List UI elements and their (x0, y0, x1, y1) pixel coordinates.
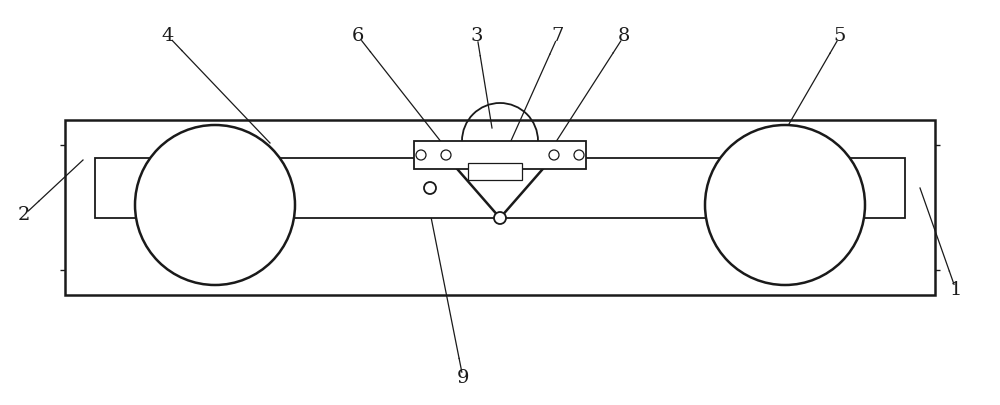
Circle shape (424, 182, 436, 194)
Text: 3: 3 (471, 27, 483, 45)
Circle shape (705, 125, 865, 285)
Bar (65, 120, 935, 295)
Text: 9: 9 (457, 369, 469, 387)
Bar (95, 158, 905, 218)
Text: 2: 2 (18, 206, 30, 224)
Text: 5: 5 (834, 27, 846, 45)
Circle shape (549, 150, 559, 160)
Text: 7: 7 (552, 27, 564, 45)
Circle shape (494, 212, 506, 224)
Bar (468, 163, 522, 180)
Text: 1: 1 (950, 281, 962, 299)
Circle shape (441, 150, 451, 160)
Circle shape (135, 125, 295, 285)
Text: 4: 4 (162, 27, 174, 45)
Bar (414, 141, 586, 169)
Circle shape (574, 150, 584, 160)
Circle shape (416, 150, 426, 160)
Text: 6: 6 (352, 27, 364, 45)
Text: 8: 8 (618, 27, 630, 45)
